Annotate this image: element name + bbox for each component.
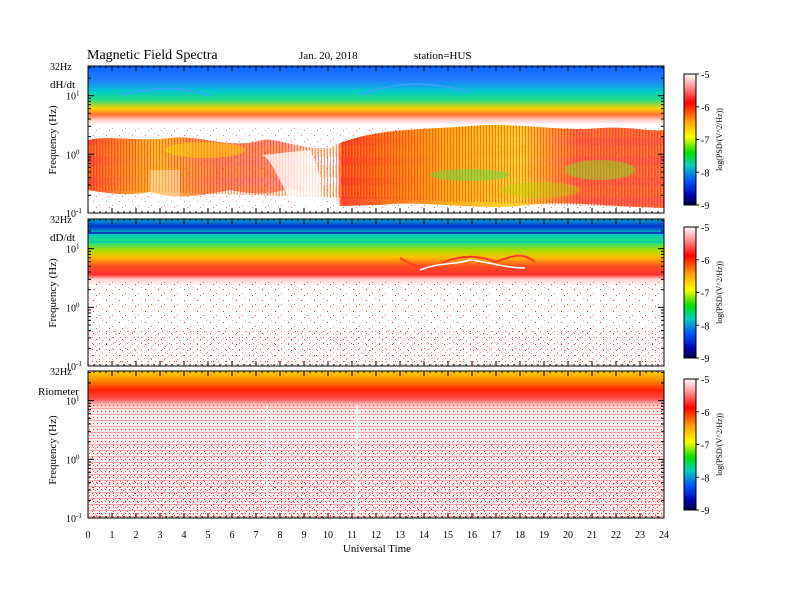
x-tick-label: 5 [206, 530, 211, 541]
dhdt-pc1-arc [359, 83, 471, 96]
y-tick-label: 101 [66, 243, 80, 256]
colorbar-tick-label: -7 [701, 441, 709, 452]
x-tick-label: 13 [395, 530, 405, 541]
x-tick-label: 2 [134, 530, 139, 541]
x-tick-label: 4 [182, 530, 187, 541]
x-tick-label: 22 [611, 530, 621, 541]
dhdt-ylabel: Frequency (Hz) [47, 105, 59, 175]
dddt-arc [399, 254, 536, 269]
colorbar-label: log(PSD/(V^2/Hz)) [715, 413, 724, 476]
x-tick-label: 16 [467, 530, 477, 541]
riometer-noise [88, 480, 664, 518]
figure-title: Magnetic Field Spectra [87, 48, 218, 63]
colorbar-tick-label: -9 [701, 201, 709, 212]
dhdt-patch [430, 169, 510, 181]
dhdt-patch [500, 182, 580, 198]
colorbars: -5 -6 -7 -8 -9 log(PSD/(V^2/Hz)) -5 -6 -7 -8 -9 log… [683, 70, 724, 517]
dhdt-ticks: 101 100 10-1 [66, 66, 665, 220]
x-tick-label: 1 [110, 530, 115, 541]
x-tick-label: 19 [539, 530, 549, 541]
riometer-ticks: 101 100 10-1 [66, 371, 665, 525]
riometer-gap [356, 405, 358, 518]
x-tick-label: 23 [635, 530, 645, 541]
x-tick-label: 21 [587, 530, 597, 541]
panel-dddt: 101 100 10-1 32Hz dD/dt Frequency (Hz) [47, 215, 665, 373]
panel-riometer: 101 100 10-1 32Hz Riometer Frequency (Hz) [38, 367, 665, 525]
x-tick-label: 3 [158, 530, 163, 541]
x-tick-label: 6 [230, 530, 235, 541]
colorbar-tick-label: -5 [701, 375, 709, 386]
dddt-panel-name: dD/dt [50, 232, 75, 244]
dhdt-quiet-gap [150, 170, 180, 205]
y-tick-label: 101 [66, 90, 80, 103]
dhdt-top-label: 32Hz [50, 62, 72, 73]
dddt-ticks: 101 100 10-1 [66, 219, 665, 373]
station-label: station=HUS [414, 50, 472, 62]
y-tick-label: 10-1 [66, 207, 82, 220]
dhdt-activity-texture [88, 125, 664, 208]
x-tick-label: 15 [443, 530, 453, 541]
panel-dhdt: 101 100 10-1 32Hz dH/dt Frequency (Hz) [47, 62, 665, 220]
x-tick-label: 10 [323, 530, 333, 541]
colorbar-tick-label: -7 [701, 136, 709, 147]
dhdt-panel-name: dH/dt [50, 79, 75, 91]
dhdt-quiet-gap [262, 150, 322, 210]
date-label: Jan. 20, 2018 [299, 50, 358, 62]
y-tick-label: 10-1 [66, 512, 82, 525]
x-tick-label: 0 [86, 530, 91, 541]
y-tick-label: 101 [66, 395, 80, 408]
colorbar-tick-label: -8 [701, 321, 709, 332]
dhdt-pc1-arc [119, 88, 211, 97]
x-tick-label: 7 [254, 530, 259, 541]
riometer-ylabel: Frequency (Hz) [47, 415, 59, 485]
colorbar-tick-label: -8 [701, 473, 709, 484]
colorbar-label: log(PSD/(V^2/Hz)) [715, 108, 724, 171]
dddt-band [88, 232, 664, 234]
dddt-band [88, 241, 664, 243]
colorbar-tick-label: -6 [701, 256, 709, 267]
x-tick-labels: 0 1 2 3 4 5 6 7 8 9 10 11 12 13 14 15 16 17 18 19 20 21 22 23 24 [86, 530, 670, 541]
dddt-arc-white [419, 259, 526, 271]
y-tick-label: 100 [66, 301, 80, 314]
colorbar-tick-label: -8 [701, 168, 709, 179]
y-tick-label: 10-1 [66, 360, 82, 373]
x-tick-label: 9 [302, 530, 307, 541]
colorbar-tick-label: -9 [701, 354, 709, 365]
x-tick-label: 14 [419, 530, 429, 541]
dhdt-patch [565, 160, 635, 180]
x-tick-label: 11 [347, 530, 357, 541]
dddt-ylabel: Frequency (Hz) [47, 258, 59, 328]
colorbar-tick-label: -9 [701, 506, 709, 517]
colorbar [683, 378, 697, 511]
colorbar-tick-label: -6 [701, 408, 709, 419]
riometer-panel-name: Riometer [38, 386, 79, 398]
colorbar-tick-label: -5 [701, 223, 709, 234]
dhdt-patch [165, 142, 245, 158]
colorbar-tick-label: -5 [701, 70, 709, 81]
x-tick-label: 17 [491, 530, 501, 541]
x-tick-label: 24 [659, 530, 669, 541]
riometer-top-label: 32Hz [50, 367, 72, 378]
x-tick-label: 8 [278, 530, 283, 541]
riometer-gap [266, 405, 268, 518]
x-tick-label: 18 [515, 530, 525, 541]
colorbar-tick-label: -7 [701, 289, 709, 300]
y-tick-label: 100 [66, 148, 80, 161]
x-tick-label: 12 [371, 530, 381, 541]
colorbar [683, 73, 697, 206]
colorbar-tick-label: -6 [701, 103, 709, 114]
x-tick-label: 20 [563, 530, 573, 541]
colorbar-label: log(PSD/(V^2/Hz)) [715, 261, 724, 324]
colorbar [683, 226, 697, 359]
y-tick-label: 100 [66, 453, 80, 466]
dddt-noise [88, 330, 664, 366]
dddt-top-label: 32Hz [50, 215, 72, 226]
x-axis-label: Universal Time [343, 543, 411, 555]
